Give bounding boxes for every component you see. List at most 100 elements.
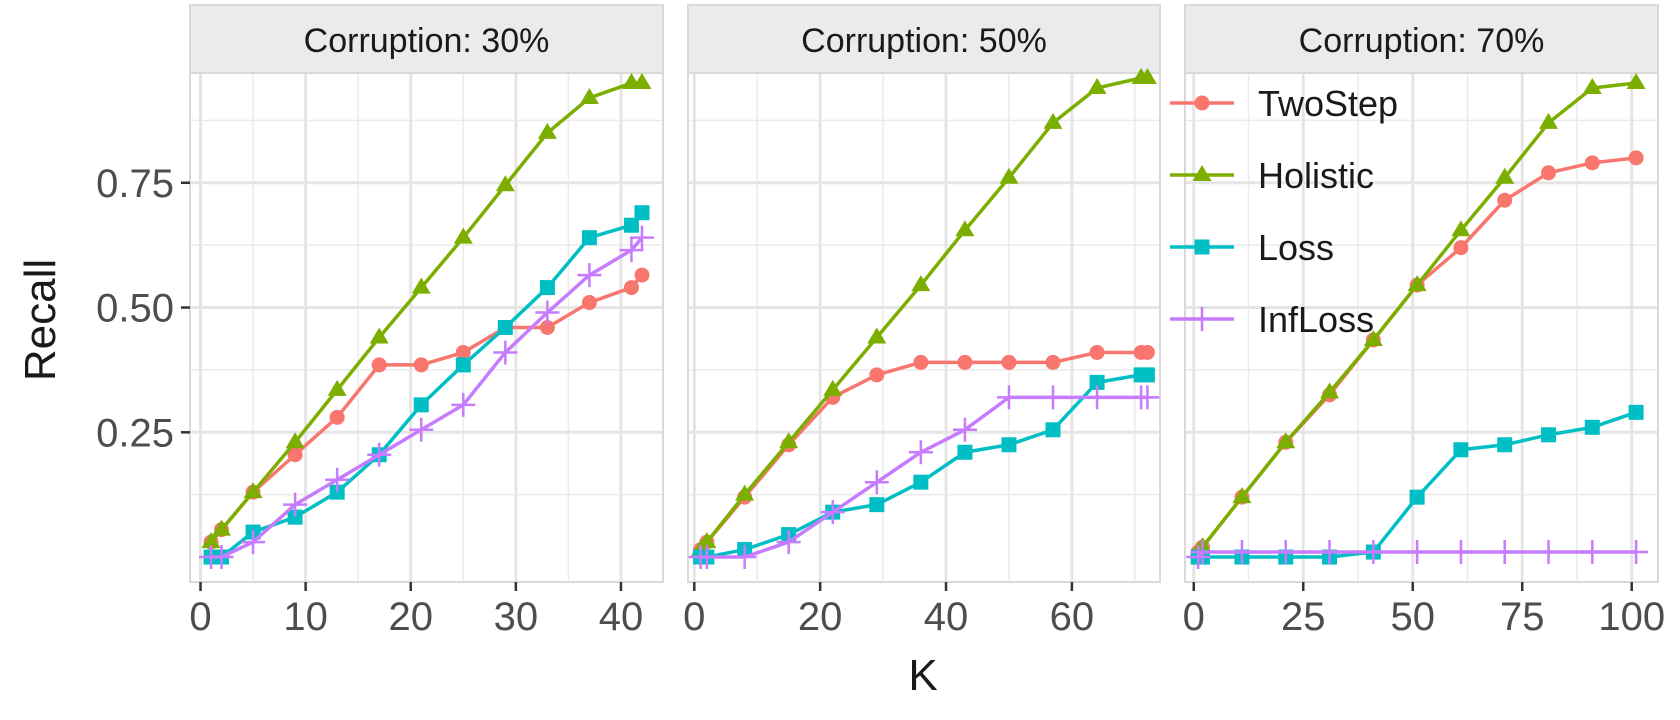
data-point-loss: [1628, 404, 1644, 420]
data-point-infloss: [629, 225, 654, 250]
data-point-infloss: [732, 545, 757, 570]
data-point-loss: [1497, 437, 1513, 453]
data-point-infloss: [952, 417, 977, 442]
data-point-infloss: [1229, 540, 1254, 565]
x-tick-label: 40: [599, 595, 644, 639]
y-tick-label: 0.50: [96, 287, 174, 331]
data-point-infloss: [535, 300, 560, 325]
data-point-twostep: [957, 354, 973, 370]
data-point-holistic: [369, 327, 389, 344]
legend-item-infloss: InfLoss: [1170, 299, 1374, 340]
data-point-twostep: [869, 367, 885, 383]
data-point-infloss: [1190, 540, 1215, 565]
data-point-holistic: [285, 432, 305, 449]
data-point-holistic: [697, 532, 717, 549]
legend-key-marker: [1194, 239, 1210, 255]
data-point-twostep: [623, 280, 639, 296]
y-tick-label: 0.25: [96, 411, 174, 455]
data-point-loss: [539, 280, 555, 296]
data-point-infloss: [864, 470, 889, 495]
data-point-infloss: [1135, 385, 1160, 410]
data-point-twostep: [1497, 192, 1513, 208]
data-point-holistic: [955, 220, 975, 237]
data-point-twostep: [1089, 344, 1105, 360]
data-point-holistic: [867, 327, 887, 344]
x-tick-label: 0: [683, 595, 705, 639]
legend-item-twostep: TwoStep: [1170, 83, 1398, 124]
data-point-holistic: [201, 532, 221, 549]
data-point-infloss: [619, 238, 644, 263]
data-point-twostep: [634, 267, 650, 283]
data-point-infloss: [694, 545, 719, 570]
data-point-twostep: [371, 357, 387, 373]
series-infloss: [199, 225, 654, 570]
data-point-infloss: [1085, 385, 1110, 410]
data-point-twostep: [1584, 155, 1600, 171]
data-point-holistic: [1232, 487, 1252, 504]
data-point-holistic: [911, 275, 931, 292]
legend-label: InfLoss: [1258, 299, 1374, 340]
data-point-holistic: [1451, 220, 1471, 237]
data-point-loss: [1089, 374, 1105, 390]
data-point-infloss: [1041, 385, 1066, 410]
legend-label: Loss: [1258, 227, 1334, 268]
x-tick-label: 20: [388, 595, 433, 639]
data-point-loss: [413, 397, 429, 413]
panel-2: Corruption: 50%: [687, 4, 1161, 583]
data-point-loss: [1409, 489, 1425, 505]
data-point-infloss: [241, 530, 266, 555]
data-point-loss: [1541, 427, 1557, 443]
x-tick-label: 100: [1598, 595, 1665, 639]
panel-border: [1184, 72, 1659, 583]
data-point-loss: [1453, 442, 1469, 458]
data-point-holistic: [999, 167, 1019, 184]
series-line-holistic: [1196, 81, 1637, 554]
data-point-holistic: [1539, 112, 1559, 129]
panel-border: [687, 72, 1161, 583]
data-point-infloss: [820, 500, 845, 525]
x-tick-label: 40: [924, 595, 969, 639]
data-point-infloss: [908, 440, 933, 465]
data-point-holistic: [779, 432, 799, 449]
data-point-loss: [497, 320, 513, 335]
data-point-holistic: [1320, 382, 1340, 399]
data-point-infloss: [1624, 540, 1649, 565]
x-tick-label: 30: [494, 595, 539, 639]
x-tick-label: 0: [189, 595, 211, 639]
data-point-holistic: [1407, 275, 1427, 292]
data-point-holistic: [243, 482, 263, 499]
data-point-twostep: [413, 357, 429, 373]
panel-border: [189, 72, 664, 583]
data-point-infloss: [1405, 540, 1430, 565]
legend-item-holistic: Holistic: [1170, 155, 1374, 196]
data-point-holistic: [823, 379, 843, 396]
data-point-loss: [869, 497, 885, 513]
x-tick-label: 50: [1390, 595, 1435, 639]
data-point-infloss: [996, 385, 1021, 410]
panel-strip: [189, 4, 664, 74]
data-point-twostep: [329, 409, 345, 425]
data-point-holistic: [1626, 72, 1646, 89]
x-tick-label: 10: [283, 595, 328, 639]
data-point-holistic: [537, 122, 557, 139]
data-point-holistic: [1087, 77, 1107, 94]
legend-label: TwoStep: [1258, 83, 1398, 124]
data-point-twostep: [1045, 354, 1061, 370]
legend-key-marker: [1190, 307, 1214, 331]
panel-1: Corruption: 30%: [189, 4, 664, 583]
data-point-loss: [1584, 419, 1600, 435]
panel-background: [688, 73, 1160, 582]
data-point-loss: [287, 509, 303, 525]
data-point-infloss: [1580, 540, 1605, 565]
data-point-infloss: [577, 263, 602, 288]
series-infloss: [1186, 540, 1649, 570]
legend-key-marker: [1192, 165, 1212, 181]
data-point-holistic: [1582, 77, 1602, 94]
data-point-infloss: [1536, 540, 1561, 565]
data-point-holistic: [1043, 112, 1063, 129]
data-point-twostep: [455, 344, 471, 360]
panel-strip: [1184, 4, 1659, 74]
data-point-loss: [913, 474, 929, 490]
data-point-twostep: [581, 295, 597, 311]
